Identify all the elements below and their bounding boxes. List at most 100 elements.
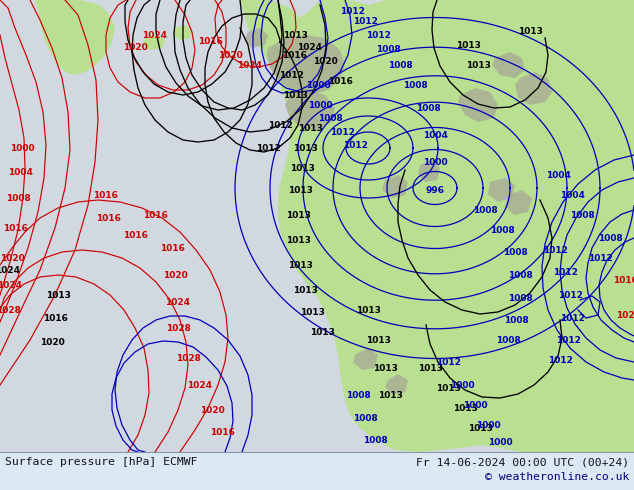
Text: 1024: 1024 (165, 297, 190, 307)
Text: 1013: 1013 (46, 291, 70, 299)
Text: 1004: 1004 (560, 191, 585, 199)
Polygon shape (285, 90, 335, 130)
Text: 1013: 1013 (517, 27, 543, 36)
Text: 1020: 1020 (200, 406, 224, 415)
Text: 1020: 1020 (616, 311, 634, 319)
Text: 1016: 1016 (281, 50, 306, 59)
Text: 1024: 1024 (0, 280, 22, 290)
Text: 1008: 1008 (489, 225, 514, 235)
Text: 1016: 1016 (143, 211, 167, 220)
Text: 1024: 1024 (297, 44, 323, 52)
Text: 1016: 1016 (210, 427, 235, 437)
Text: 1008: 1008 (6, 194, 30, 202)
Text: 1013: 1013 (418, 364, 443, 372)
Text: 1013: 1013 (288, 186, 313, 195)
Text: 1012: 1012 (557, 291, 583, 299)
Polygon shape (385, 374, 408, 395)
Text: 1028: 1028 (165, 323, 190, 333)
Text: 1024: 1024 (238, 60, 262, 70)
Text: 1020: 1020 (39, 338, 65, 346)
Text: 1000: 1000 (463, 400, 488, 410)
Text: 1013: 1013 (283, 30, 307, 40)
Text: 1020: 1020 (313, 57, 337, 67)
Text: Surface pressure [hPa] ECMWF: Surface pressure [hPa] ECMWF (5, 457, 198, 467)
Bar (0, 452, 634, 490)
Text: 1000: 1000 (476, 420, 500, 430)
Text: 1016: 1016 (198, 38, 223, 47)
Text: 1012: 1012 (342, 141, 368, 149)
Polygon shape (418, 160, 440, 182)
Text: 1028: 1028 (176, 353, 200, 363)
Text: 1013: 1013 (290, 164, 314, 172)
Text: 1013: 1013 (297, 123, 323, 132)
Text: 1016: 1016 (3, 223, 27, 232)
Text: 1000: 1000 (423, 157, 448, 167)
Text: 1013: 1013 (366, 336, 391, 344)
Text: 1013: 1013 (309, 327, 335, 337)
Text: 1016: 1016 (122, 230, 148, 240)
Polygon shape (458, 88, 498, 122)
Text: 1013: 1013 (283, 91, 307, 99)
Text: 1008: 1008 (508, 270, 533, 279)
Polygon shape (173, 25, 192, 40)
Text: 1024: 1024 (0, 266, 20, 274)
Text: 1012: 1012 (268, 121, 292, 129)
Polygon shape (143, 35, 165, 50)
Text: 1028: 1028 (0, 305, 20, 315)
Text: 1008: 1008 (503, 247, 527, 256)
Text: 1013: 1013 (453, 403, 477, 413)
Text: 1024: 1024 (143, 30, 167, 40)
Text: 1012: 1012 (436, 358, 460, 367)
Text: 1008: 1008 (375, 46, 401, 54)
Text: 1020: 1020 (0, 253, 24, 263)
Polygon shape (240, 0, 634, 452)
Text: 1000: 1000 (488, 438, 512, 446)
Text: 1013: 1013 (465, 60, 491, 70)
Polygon shape (353, 348, 378, 370)
Text: 1013: 1013 (436, 384, 460, 392)
Text: 1013: 1013 (373, 364, 398, 372)
Text: 1012: 1012 (353, 18, 377, 26)
Text: 1012: 1012 (366, 30, 391, 40)
Text: 1012: 1012 (553, 268, 578, 276)
Text: 1008: 1008 (598, 234, 623, 243)
Text: 1013: 1013 (285, 211, 311, 220)
Text: 1020: 1020 (163, 270, 188, 279)
Text: 1013: 1013 (292, 144, 318, 152)
Text: 1008: 1008 (363, 436, 387, 444)
Text: 1012: 1012 (560, 314, 585, 322)
Text: 1008: 1008 (508, 294, 533, 302)
Text: 1016: 1016 (93, 191, 117, 199)
Text: 1008: 1008 (472, 205, 498, 215)
Text: 1012: 1012 (543, 245, 567, 254)
Text: 1004: 1004 (546, 171, 571, 179)
Text: 1020: 1020 (217, 50, 242, 59)
Text: 1016: 1016 (328, 77, 353, 87)
Text: 1013: 1013 (456, 41, 481, 49)
Polygon shape (382, 175, 408, 198)
Text: 1008: 1008 (353, 414, 377, 422)
Text: 1012: 1012 (340, 7, 365, 17)
Text: 1016: 1016 (612, 275, 634, 285)
Text: 1012: 1012 (256, 144, 280, 152)
Polygon shape (505, 190, 532, 215)
Text: 1008: 1008 (416, 103, 441, 113)
Text: 1008: 1008 (496, 336, 521, 344)
Text: 1000: 1000 (306, 80, 330, 90)
Text: 1008: 1008 (569, 211, 595, 220)
Text: 1008: 1008 (503, 316, 528, 324)
Text: 1008: 1008 (403, 80, 427, 90)
Text: 1008: 1008 (346, 391, 370, 399)
Text: 1016: 1016 (42, 314, 67, 322)
Text: 1016: 1016 (160, 244, 184, 252)
Text: © weatheronline.co.uk: © weatheronline.co.uk (484, 472, 629, 482)
Text: 1000: 1000 (307, 100, 332, 109)
Text: 1013: 1013 (288, 261, 313, 270)
Text: Fr 14-06-2024 00:00 UTC (00+24): Fr 14-06-2024 00:00 UTC (00+24) (416, 457, 629, 467)
Text: 1013: 1013 (285, 236, 311, 245)
Polygon shape (267, 35, 345, 95)
Text: 1013: 1013 (299, 308, 325, 317)
Text: 1016: 1016 (96, 214, 120, 222)
Polygon shape (488, 178, 515, 202)
Text: 1004: 1004 (423, 130, 448, 140)
